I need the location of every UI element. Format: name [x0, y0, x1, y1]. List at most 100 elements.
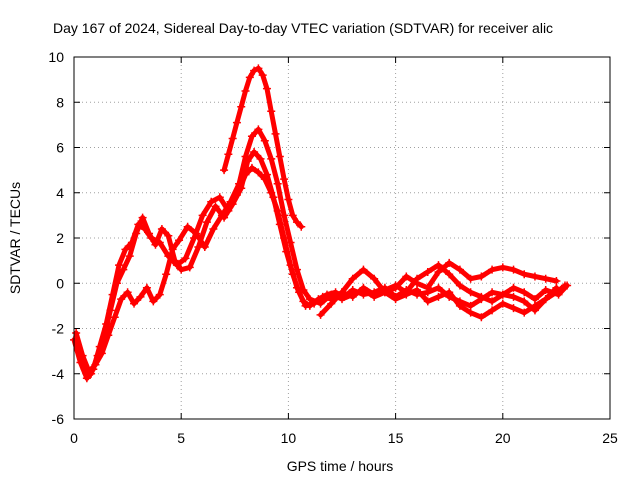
data-point [348, 290, 357, 299]
data-point [509, 283, 518, 292]
data-point [232, 118, 241, 127]
data-point [316, 299, 325, 308]
data-point [119, 265, 128, 274]
chart-title: Day 167 of 2024, Sidereal Day-to-day VTE… [53, 20, 553, 36]
data-point [509, 265, 518, 274]
data-point [267, 107, 276, 116]
x-tick-label: 20 [495, 430, 511, 446]
data-point [280, 211, 289, 220]
y-tick-label: -4 [52, 366, 65, 382]
data-point [175, 236, 184, 245]
y-tick-label: 6 [56, 140, 64, 156]
data-point [338, 295, 346, 304]
data-point [247, 132, 256, 141]
data-point [316, 310, 325, 319]
data-point [560, 281, 569, 290]
data-point [202, 218, 211, 227]
data-point [359, 286, 368, 295]
data-point [370, 292, 379, 301]
series-line-track-2 [75, 149, 570, 377]
data-point [338, 288, 346, 297]
data-point [262, 84, 271, 93]
data-point [288, 211, 297, 220]
data-point [509, 292, 518, 301]
data-point [125, 252, 134, 261]
x-tick-label: 25 [602, 430, 618, 446]
data-point [541, 286, 550, 295]
data-point [177, 265, 186, 274]
data-point [220, 166, 229, 175]
data-point [488, 288, 497, 297]
data-point [183, 222, 192, 231]
data-point [267, 154, 276, 163]
data-point [520, 308, 529, 317]
data-point [445, 270, 454, 279]
data-point [192, 229, 201, 238]
data-point [97, 349, 106, 358]
data-point [151, 240, 160, 249]
data-point [162, 270, 171, 279]
data-point [275, 152, 284, 161]
data-point [262, 170, 271, 179]
series-layer [70, 64, 572, 383]
data-point [217, 211, 226, 220]
x-tick-label: 5 [177, 430, 185, 446]
data-point [434, 261, 443, 270]
data-point [215, 193, 224, 202]
data-point [82, 374, 91, 383]
data-point [209, 224, 218, 233]
data-point [282, 247, 291, 256]
data-point [110, 313, 119, 322]
data-point [245, 73, 254, 82]
data-point [164, 231, 173, 240]
data-point [530, 272, 539, 281]
data-point [423, 283, 432, 292]
data-point [466, 274, 475, 283]
data-point [91, 360, 100, 369]
data-point [106, 306, 115, 315]
data-point [359, 265, 368, 274]
data-point [226, 197, 235, 206]
data-point [466, 288, 475, 297]
data-point [286, 238, 295, 247]
data-point [305, 295, 314, 304]
data-point [254, 168, 263, 177]
data-point [530, 295, 539, 304]
data-point [434, 267, 443, 276]
data-point [520, 270, 529, 279]
data-point [142, 283, 151, 292]
data-point [477, 272, 486, 281]
data-point [256, 154, 265, 163]
data-point [104, 331, 113, 340]
x-tick-label: 15 [388, 430, 404, 446]
data-point [292, 218, 301, 227]
data-point [258, 71, 267, 80]
y-tick-label: 0 [56, 275, 64, 291]
data-point [284, 195, 293, 204]
y-tick-label: 2 [56, 230, 64, 246]
y-tick-label: -2 [52, 321, 65, 337]
x-axis-label: GPS time / hours [287, 458, 394, 474]
data-point [299, 286, 308, 295]
data-point [241, 86, 250, 95]
data-point [157, 224, 166, 233]
data-point [466, 308, 475, 317]
data-point [423, 267, 432, 276]
data-point [260, 136, 269, 145]
y-tick-label: 4 [56, 185, 64, 201]
data-point [327, 290, 336, 299]
data-point [138, 213, 147, 222]
x-tick-label: 10 [281, 430, 297, 446]
data-point [552, 288, 561, 297]
data-point [370, 274, 379, 283]
data-point [269, 193, 278, 202]
data-point [149, 297, 158, 306]
data-point [235, 179, 244, 188]
data-point [445, 258, 454, 267]
data-point [488, 265, 497, 274]
data-point [488, 306, 497, 315]
data-point [250, 66, 259, 75]
data-point [241, 152, 250, 161]
data-point [275, 220, 284, 229]
